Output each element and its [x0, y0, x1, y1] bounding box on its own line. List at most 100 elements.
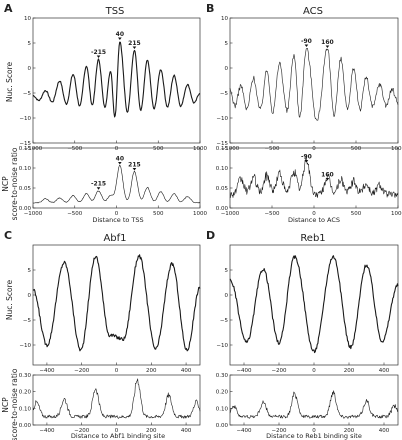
- y-tick-label: 0.10: [216, 166, 229, 172]
- x-tick-label: −400: [39, 368, 55, 374]
- plot-frame: [32, 244, 201, 366]
- x-tick-label: 0: [312, 368, 316, 374]
- panel-title-d: Reb1: [300, 233, 325, 244]
- chart-c-score: −400 −200 0 200 400 −10 −5 0 5: [19, 244, 201, 374]
- x-tick-label: −200: [271, 368, 287, 374]
- annotation-label: 215: [128, 162, 141, 169]
- y-tick-label: −15: [19, 141, 31, 147]
- annotation-marker: [132, 46, 137, 49]
- plot-frame: [229, 374, 399, 426]
- y-tick-label: −10: [216, 116, 228, 122]
- y-tick-label: −5: [220, 91, 229, 97]
- xlabel-a: Distance to TSS: [92, 216, 143, 224]
- x-tick-label: 500: [153, 146, 164, 152]
- x-tick-label: −200: [74, 428, 90, 434]
- annotation-marker: [325, 45, 330, 48]
- ylabel-a-ratio-line1: NCP: [1, 176, 10, 192]
- y-tick-label: 5: [225, 41, 229, 47]
- x-tick-label: 400: [181, 368, 192, 374]
- series-line: [32, 164, 201, 204]
- chart-c-ratio: −400 −200 0 200 400 0.00 0.10 0.20 0.30: [19, 373, 201, 434]
- series-line: [229, 154, 399, 198]
- y-tick-label: 0.30: [216, 373, 229, 379]
- x-tick-label: 0: [312, 428, 316, 434]
- x-tick-label: 200: [146, 368, 157, 374]
- x-tick-label: 200: [344, 428, 355, 434]
- x-tick-label: −500: [264, 146, 280, 152]
- plot-frame: [229, 17, 399, 144]
- panel-letter-a: A: [4, 2, 13, 15]
- y-tick-label: 0.10: [19, 166, 32, 172]
- annotation-label: 160: [321, 39, 334, 46]
- panel-title-b: ACS: [303, 6, 323, 17]
- x-tick-label: −200: [271, 428, 287, 434]
- annotation-label: 215: [128, 40, 141, 47]
- x-tick-label: 500: [351, 211, 362, 217]
- y-tick-label: 0.15: [19, 146, 32, 152]
- panel-letter-d: D: [206, 229, 215, 242]
- panel-title-c: Abf1: [103, 233, 126, 244]
- annotation-label: 160: [321, 172, 334, 179]
- series-line: [32, 254, 201, 352]
- xlabel-c: Distance to Abf1 binding site: [71, 432, 165, 440]
- x-tick-label: 0: [115, 146, 119, 152]
- x-tick-label: 400: [379, 428, 390, 434]
- y-tick-label: 0: [28, 66, 32, 72]
- y-tick-label: 10: [221, 16, 228, 22]
- x-tick-label: 1000: [391, 211, 402, 217]
- y-tick-label: 0.10: [216, 406, 229, 412]
- x-tick-label: 0: [115, 211, 119, 217]
- x-tick-label: 200: [344, 368, 355, 374]
- x-tick-label: −1000: [221, 211, 240, 217]
- annotation-marker: [304, 160, 309, 163]
- y-tick-label: 0.20: [216, 390, 229, 396]
- x-tick-label: 1000: [391, 146, 402, 152]
- ylabel-a-ratio-line2: score-to-noise ratio: [10, 147, 19, 220]
- xlabel-b: Distance to ACS: [288, 216, 340, 224]
- panel-letter-b: B: [206, 2, 214, 15]
- chart-d-ratio: −400 −200 0 200 400 0.00 0.10 0.20 0.30: [216, 373, 399, 434]
- annotation-label: -215: [91, 181, 106, 188]
- plot-frame: [32, 374, 201, 426]
- chart-b-ratio: −1000 −500 0 500 1000 0.00 0.05 0.10 0.15 -90 160: [216, 146, 402, 217]
- ylabel-c-score: Nuc. Score: [5, 279, 14, 320]
- ylabel-c-ratio-line1: NCP: [1, 397, 10, 413]
- annotation-label: -90: [301, 38, 312, 45]
- series-line: [229, 255, 399, 354]
- x-tick-label: −500: [264, 211, 280, 217]
- annotation-marker: [96, 187, 101, 190]
- x-tick-label: 1000: [193, 211, 207, 217]
- series-line: [32, 41, 201, 118]
- y-tick-label: 5: [28, 268, 32, 274]
- x-tick-label: −500: [67, 211, 83, 217]
- annotation-label: 40: [116, 156, 124, 163]
- annotation-marker: [96, 55, 101, 58]
- chart-a-ratio: −1000 −500 0 500 1000 0.00 0.05 0.10 0.15 -215 40 2…: [19, 146, 208, 217]
- annotation-marker: [304, 44, 309, 47]
- plot-area: −1000 −500 0 500 1000−15−10−50510-21540215−1…: [19, 16, 402, 434]
- y-tick-label: −5: [220, 318, 229, 324]
- x-tick-label: 500: [153, 211, 164, 217]
- y-tick-label: −5: [23, 318, 32, 324]
- y-tick-label: 0.05: [216, 186, 229, 192]
- annotation-marker: [118, 162, 122, 165]
- annotation-label: -215: [91, 49, 106, 56]
- y-tick-label: 0.30: [19, 373, 32, 379]
- x-tick-label: −400: [39, 428, 55, 434]
- y-tick-label: 0.00: [216, 423, 229, 429]
- chart-d-score: −400 −200 0 200 400 −10 −5 0 5: [216, 244, 399, 374]
- xlabel-d: Distance to Reb1 binding site: [266, 432, 362, 440]
- ylabel-c-ratio-line2: score-to-noise ratio: [10, 368, 19, 440]
- x-tick-label: −400: [236, 368, 252, 374]
- y-tick-label: 0.05: [19, 186, 32, 192]
- y-tick-label: −10: [19, 116, 31, 122]
- x-tick-label: 0: [312, 211, 316, 217]
- x-tick-label: 400: [181, 428, 192, 434]
- y-tick-label: 0: [28, 293, 32, 299]
- series-line: [229, 390, 399, 419]
- y-tick-label: 10: [24, 16, 31, 22]
- y-tick-label: −10: [216, 343, 228, 349]
